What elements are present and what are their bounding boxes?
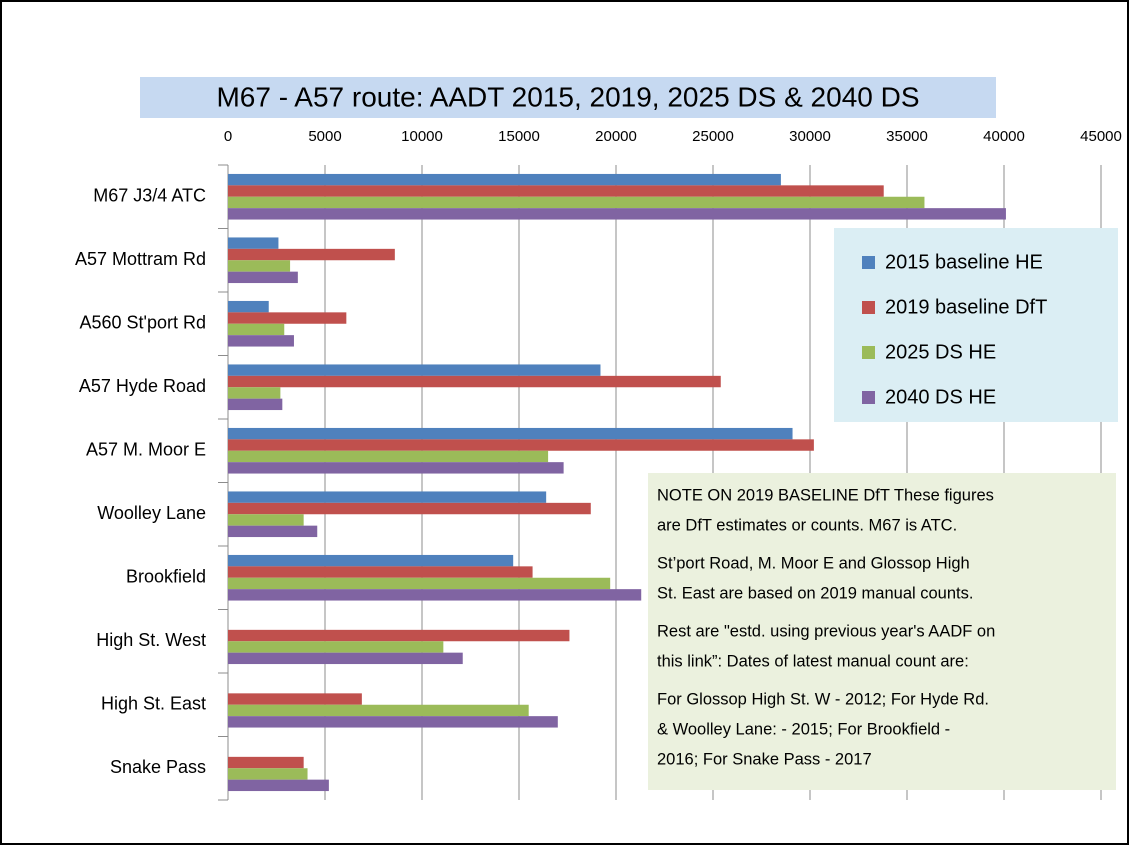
- bar: [228, 756, 304, 769]
- bars: [228, 173, 1006, 792]
- bar: [228, 491, 547, 503]
- x-tick-label: 20000: [595, 128, 637, 145]
- note-line: 2016; For Snake Pass - 2017: [657, 750, 872, 768]
- note-line: NOTE ON 2019 BASELINE DfT These figures: [657, 486, 994, 504]
- bar: [228, 693, 362, 705]
- bar: [228, 704, 529, 717]
- x-tick-label: 15000: [498, 128, 540, 145]
- bar: [228, 525, 318, 538]
- legend-label: 2025 DS HE: [885, 341, 996, 363]
- legend-swatch: [862, 391, 875, 404]
- bar: [228, 375, 721, 388]
- y-tick-label: M67 J3/4 ATC: [93, 186, 206, 206]
- y-tick-label: A57 M. Moor E: [86, 440, 206, 460]
- bar: [228, 439, 814, 451]
- note-line: this link”: Dates of latest manual count…: [657, 652, 969, 670]
- note-line: & Woolley Lane: - 2015; For Brookfield -: [657, 720, 950, 738]
- bar: [228, 248, 395, 261]
- bar: [228, 173, 781, 186]
- bar: [228, 196, 925, 209]
- bar: [228, 641, 444, 653]
- bar: [228, 779, 329, 792]
- y-tick-label: A57 Hyde Road: [79, 376, 206, 396]
- bar: [228, 323, 285, 336]
- bar: [228, 185, 884, 197]
- bar: [228, 387, 281, 399]
- legend-box: [834, 228, 1118, 422]
- bar: [228, 554, 514, 567]
- y-tick-label: High St. West: [96, 630, 206, 650]
- legend-label: 2019 baseline DfT: [885, 296, 1047, 318]
- note-line: St. East are based on 2019 manual counts…: [657, 584, 973, 602]
- bar: [228, 271, 298, 284]
- bar: [228, 312, 347, 324]
- bar: [228, 335, 294, 347]
- bar: [228, 398, 283, 411]
- y-tick-label: Brookfield: [126, 567, 206, 587]
- bar: [228, 450, 549, 463]
- bar: [228, 589, 642, 601]
- bar: [228, 652, 463, 665]
- bar: [228, 514, 304, 526]
- bar: [228, 237, 279, 249]
- x-tick-label: 25000: [692, 128, 734, 145]
- note-line: are DfT estimates or counts. M67 is ATC.: [657, 516, 957, 534]
- grid: 0 5000 10000 15000 20000 25000 30000 35000 40000…: [75, 128, 1122, 801]
- x-tick-label: 5000: [308, 128, 341, 145]
- bar: [228, 364, 601, 376]
- bar: [228, 502, 591, 515]
- bar: [228, 260, 291, 272]
- bar: [228, 566, 533, 578]
- y-tick-label: High St. East: [101, 694, 206, 714]
- note-line: Rest are "estd. using previous year's AA…: [657, 622, 995, 640]
- x-tick-label: 40000: [983, 128, 1025, 145]
- x-tick-label: 10000: [401, 128, 443, 145]
- title-background: [140, 77, 996, 118]
- legend-label: 2040 DS HE: [885, 386, 996, 408]
- note-line: St’port Road, M. Moor E and Glossop High: [657, 554, 970, 572]
- y-tick-label: A57 Mottram Rd: [75, 249, 206, 269]
- chart-title: M67 - A57 route: AADT 2015, 2019, 2025 D…: [216, 81, 919, 112]
- bar: [228, 577, 611, 590]
- legend-swatch: [862, 301, 875, 314]
- x-tick-label: 0: [224, 128, 232, 145]
- bar: [228, 768, 308, 780]
- y-tick-label: A560 St'port Rd: [79, 313, 206, 333]
- note-line: For Glossop High St. W - 2012; For Hyde …: [657, 690, 989, 708]
- bar: [228, 462, 564, 474]
- bar: [228, 716, 558, 728]
- x-tick-label: 35000: [886, 128, 928, 145]
- bar: [228, 427, 793, 440]
- x-tick-label: 45000: [1080, 128, 1122, 145]
- legend-swatch: [862, 256, 875, 269]
- legend-label: 2015 baseline HE: [885, 251, 1043, 273]
- note-box: [648, 473, 1116, 790]
- legend-swatch: [862, 346, 875, 359]
- bar: [228, 208, 1006, 220]
- bar: [228, 629, 570, 642]
- bar: [228, 300, 269, 313]
- overlays: 2015 baseline HE 2019 baseline DfT 2025 DS…: [648, 228, 1118, 790]
- y-tick-label: Snake Pass: [110, 757, 206, 777]
- x-tick-label: 30000: [789, 128, 831, 145]
- y-tick-label: Woolley Lane: [97, 503, 206, 523]
